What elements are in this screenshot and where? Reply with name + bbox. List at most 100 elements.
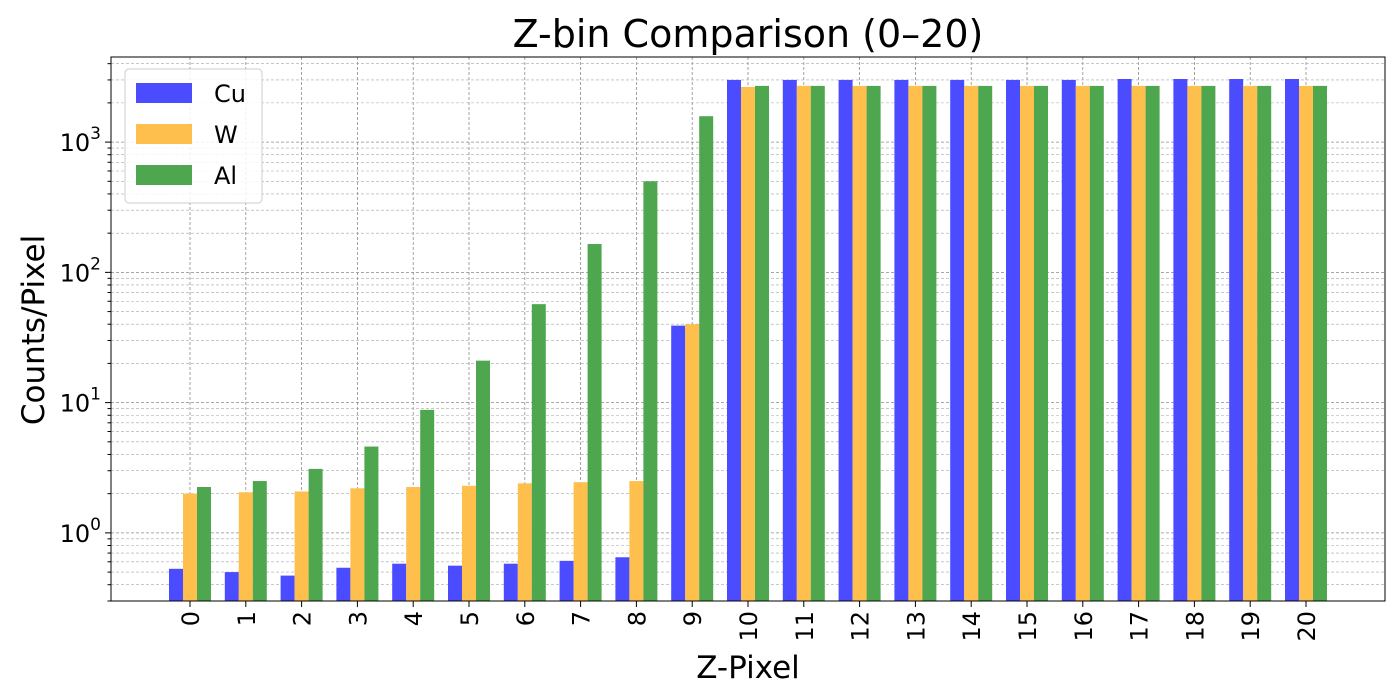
y-tick-label: 103 <box>60 124 101 157</box>
x-tick-label: 1 <box>233 611 261 626</box>
bar-w <box>796 85 811 601</box>
bar-al <box>476 360 490 601</box>
bar-cu <box>224 572 239 601</box>
legend-label-cu: Cu <box>214 80 246 108</box>
x-tick-label: 9 <box>679 611 707 626</box>
bar-cu <box>782 79 797 601</box>
x-tick-label: 5 <box>456 611 484 626</box>
x-tick-label: 8 <box>623 611 651 626</box>
bar-w <box>1299 85 1313 601</box>
bar-cu <box>615 557 630 601</box>
x-tick-label: 16 <box>1070 611 1098 642</box>
bar-cu <box>1285 79 1299 601</box>
bar-cu <box>503 563 518 601</box>
bar-al <box>755 85 769 601</box>
legend-label-al: Al <box>214 162 237 190</box>
bar-al <box>1034 85 1048 601</box>
bar-w <box>1020 85 1034 601</box>
bar-w <box>741 86 755 602</box>
x-axis-label: Z-Pixel <box>696 650 800 686</box>
y-axis-label: Counts/Pixel <box>16 235 52 425</box>
bar-cu <box>1006 79 1020 601</box>
x-tick-label: 7 <box>568 611 596 626</box>
bar-w <box>462 485 476 601</box>
bar-w <box>1131 85 1146 601</box>
x-tick-label: 11 <box>791 611 819 642</box>
x-tick-label: 19 <box>1237 611 1265 642</box>
bars <box>169 79 1327 602</box>
bar-al <box>1089 85 1104 601</box>
bar-w <box>1075 85 1090 601</box>
bar-al <box>922 85 937 601</box>
bar-al <box>643 181 658 601</box>
legend-label-w: W <box>214 121 238 149</box>
x-tick-label: 13 <box>902 611 930 642</box>
bar-cu <box>448 565 462 601</box>
x-tick-label: 6 <box>512 611 540 626</box>
bar-w <box>517 483 532 601</box>
bar-cu <box>1173 79 1188 601</box>
bar-w <box>573 482 588 601</box>
bar-al <box>308 468 323 601</box>
bar-al <box>1201 85 1216 601</box>
bar-cu <box>1229 79 1244 601</box>
bar-al <box>978 85 993 601</box>
bar-cu <box>169 568 183 601</box>
bar-w <box>1187 85 1202 601</box>
bar-cu <box>950 79 965 601</box>
bar-al <box>420 409 435 601</box>
bar-al <box>1257 85 1272 601</box>
bar-al <box>866 85 881 601</box>
bar-w <box>852 85 867 601</box>
bar-al <box>810 85 825 601</box>
legend-swatch-w <box>136 124 192 144</box>
legend-swatch-al <box>136 165 192 185</box>
bar-al <box>587 244 602 601</box>
x-tick-label: 3 <box>344 611 372 626</box>
x-tick-label: 12 <box>847 611 875 642</box>
bar-w <box>908 85 923 601</box>
bar-w <box>183 493 197 601</box>
bar-al <box>197 487 211 601</box>
bar-w <box>294 491 309 601</box>
bar-w <box>964 85 979 601</box>
x-tick-label: 14 <box>958 611 986 642</box>
x-tick-label: 17 <box>1126 611 1154 642</box>
bar-w <box>629 481 644 601</box>
bar-cu <box>894 79 909 601</box>
bar-al <box>1313 85 1327 601</box>
bar-cu <box>838 79 853 601</box>
y-axis-ticks: 100 101 102 103 <box>60 63 111 602</box>
x-tick-label: 2 <box>289 611 317 626</box>
x-tick-label: 0 <box>177 611 205 626</box>
bar-cu <box>1061 79 1076 601</box>
bar-w <box>685 324 700 601</box>
bar-w <box>1243 85 1258 601</box>
x-tick-label: 15 <box>1014 611 1042 642</box>
bar-cu <box>727 79 741 601</box>
bar-cu <box>392 563 407 601</box>
bar-al <box>1145 85 1160 601</box>
x-tick-label: 4 <box>400 611 428 626</box>
y-tick-label: 102 <box>60 254 101 287</box>
bar-cu <box>1117 79 1132 601</box>
bar-al <box>531 304 546 601</box>
x-tick-label: 10 <box>735 611 763 642</box>
x-tick-label: 18 <box>1181 611 1209 642</box>
bar-cu <box>671 325 686 601</box>
bar-al <box>699 116 714 601</box>
x-axis-ticks: 0 1 2 3 4 5 6 7 8 9 10 11 12 13 14 15 16 17 18 19 20 <box>177 601 1321 642</box>
legend: Cu W Al <box>124 68 263 204</box>
bar-al <box>364 446 379 601</box>
bar-al <box>252 481 267 601</box>
chart-title: Z-bin Comparison (0–20) <box>513 12 984 56</box>
x-tick-label: 20 <box>1293 611 1321 642</box>
legend-swatch-cu <box>136 83 192 103</box>
bar-w <box>350 488 365 601</box>
bar-cu <box>559 560 574 601</box>
bar-w <box>406 487 421 601</box>
bar-cu <box>336 567 351 601</box>
y-tick-label: 100 <box>60 515 101 548</box>
bar-cu <box>280 575 295 601</box>
